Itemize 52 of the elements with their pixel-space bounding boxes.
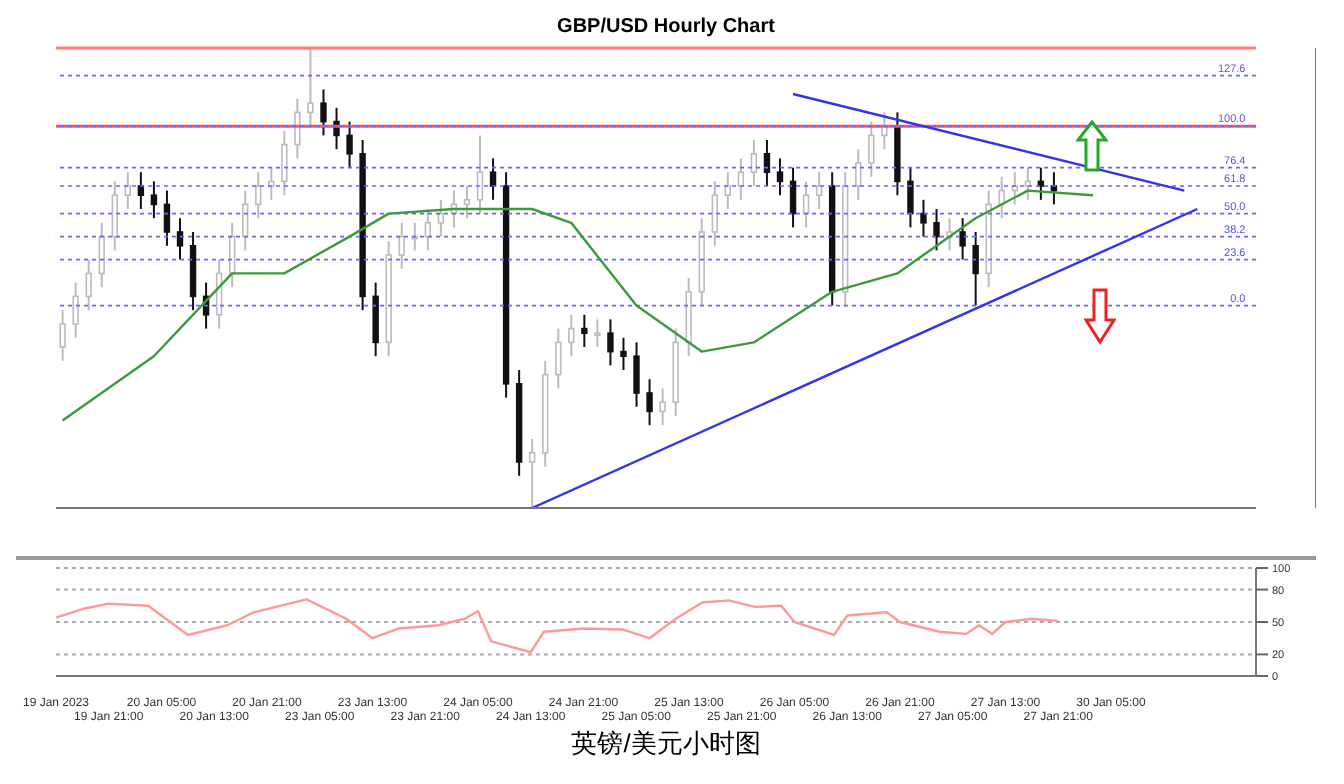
candlestick <box>476 134 484 215</box>
candlestick <box>555 327 562 390</box>
candlestick <box>659 387 666 427</box>
candlestick <box>72 281 79 339</box>
candlestick <box>789 166 797 229</box>
candlestick <box>463 185 471 220</box>
candlestick <box>907 166 914 229</box>
candlestick <box>920 198 927 238</box>
candlestick <box>424 208 432 252</box>
candlestick <box>346 120 353 169</box>
candlestick <box>855 148 862 201</box>
candlestick <box>268 166 275 201</box>
candlestick <box>176 217 184 261</box>
candlestick <box>307 48 314 128</box>
candlestick <box>581 313 588 348</box>
candlestick <box>724 171 732 210</box>
candlestick <box>528 438 536 508</box>
candlestick <box>150 180 158 220</box>
candlestick <box>776 157 784 197</box>
candlestick <box>933 208 940 252</box>
candlestick <box>124 171 132 210</box>
text: 英镑/美元小时图 <box>569 726 763 762</box>
candlestick <box>489 157 497 201</box>
candlestick <box>802 180 810 229</box>
candlestick <box>646 378 653 427</box>
candlestick <box>633 341 640 408</box>
candlestick <box>294 97 301 160</box>
candlestick <box>868 120 875 178</box>
candlestick <box>594 318 601 348</box>
candlestick <box>972 231 979 307</box>
candlestick <box>620 336 627 371</box>
candlestick <box>85 258 92 312</box>
candlestick <box>437 198 445 238</box>
candlestick <box>711 180 718 247</box>
candlestick <box>98 221 105 289</box>
candlestick <box>372 281 379 358</box>
candlestick <box>398 221 405 270</box>
candlestick <box>959 217 966 261</box>
candlestick <box>737 157 745 201</box>
candlestick <box>255 171 262 220</box>
line-series <box>54 598 1060 654</box>
candlestick <box>750 139 758 187</box>
candlestick <box>815 171 823 210</box>
candlestick <box>111 180 118 252</box>
candlestick <box>281 129 288 197</box>
candlestick <box>163 189 171 247</box>
candlestick <box>59 309 66 362</box>
chart-title: GBP/USD Hourly Chart <box>555 16 777 40</box>
candlestick <box>568 313 575 358</box>
candlestick <box>320 88 327 137</box>
candlestick <box>607 318 614 367</box>
candlestick <box>763 139 771 187</box>
